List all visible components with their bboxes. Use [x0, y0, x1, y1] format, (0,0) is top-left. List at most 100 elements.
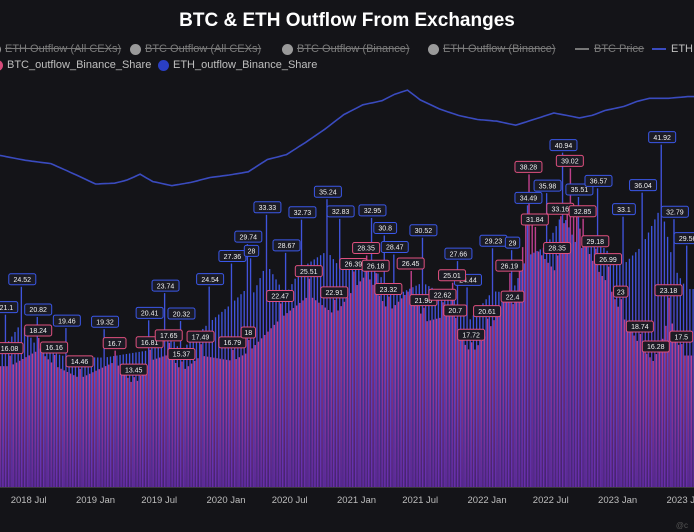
- data-label-box: [473, 305, 502, 318]
- bar-btc-share: [270, 328, 272, 487]
- bar-btc-share: [474, 349, 476, 487]
- legend-row-1: ETH Outflow (All CEXs) BTC Outflow (All C…: [0, 43, 694, 59]
- bar-btc-share: [257, 341, 260, 487]
- bar-eth-share: [437, 291, 440, 487]
- bar-eth-share: [412, 287, 414, 487]
- legend-item[interactable]: ETH Price: [652, 43, 694, 55]
- data-label-box: [253, 201, 282, 214]
- data-label: 19.46: [58, 318, 76, 325]
- data-label: 13.45: [125, 367, 143, 374]
- bar-eth-share: [195, 335, 198, 487]
- bar-eth-share: [39, 348, 42, 487]
- bar-eth-share: [670, 252, 672, 487]
- data-label: 31.84: [526, 217, 544, 224]
- data-label: 26.39: [345, 262, 363, 269]
- bar-eth-share: [450, 298, 452, 487]
- bar-eth-share: [533, 252, 535, 487]
- data-label-box: [151, 279, 180, 292]
- bar-eth-share: [625, 262, 627, 487]
- bar-btc-share: [604, 280, 607, 487]
- bar-btc-share: [556, 255, 559, 487]
- bar-btc-share: [461, 340, 463, 487]
- bar-eth-share: [335, 263, 338, 487]
- data-label: 36.57: [590, 179, 608, 186]
- bar-eth-share: [259, 278, 261, 487]
- legend-item[interactable]: BTC Price: [575, 43, 644, 55]
- bar-btc-share: [254, 345, 256, 487]
- legend-item[interactable]: ETH_outflow_Binance_Share: [158, 59, 317, 71]
- bar-btc-share: [464, 344, 467, 487]
- bar-btc-share: [60, 368, 62, 487]
- bar-eth-share: [635, 252, 637, 487]
- bar-eth-share: [100, 357, 102, 487]
- legend-item[interactable]: ETH Outflow (Binance): [428, 43, 555, 55]
- bar-btc-share: [630, 330, 632, 487]
- data-label: 25.01: [443, 273, 461, 280]
- data-label-box: [533, 179, 562, 192]
- bar-eth-share: [421, 237, 424, 487]
- data-label: 28.47: [386, 245, 404, 252]
- bar-btc-share: [315, 300, 317, 487]
- legend-item[interactable]: ETH Outflow (All CEXs): [0, 43, 121, 55]
- bar-eth-share: [418, 284, 420, 487]
- bar-eth-share: [434, 289, 436, 487]
- bar-btc-share: [117, 365, 120, 487]
- bar-btc-share: [308, 278, 311, 487]
- bar-btc-share: [480, 340, 482, 487]
- bar-btc-share: [289, 310, 291, 487]
- bar-eth-share: [590, 244, 592, 487]
- bar-btc-share: [295, 305, 298, 487]
- legend-item[interactable]: BTC_outflow_Binance_Share: [0, 59, 151, 71]
- bar-btc-share: [400, 298, 403, 487]
- bar-eth-share: [278, 284, 280, 487]
- bar-eth-share: [530, 254, 532, 487]
- bar-btc-share: [369, 279, 371, 487]
- x-tick-label: 2023 Jan: [598, 495, 637, 506]
- data-label: 23.18: [660, 288, 678, 295]
- bar-eth-share: [42, 349, 45, 487]
- bar-eth-share: [593, 243, 596, 487]
- legend-label: BTC Price: [594, 43, 645, 55]
- bar-eth-share: [622, 216, 624, 487]
- bar-eth-share: [463, 316, 465, 487]
- bar-btc-share: [359, 281, 362, 487]
- bar-btc-share: [525, 223, 527, 487]
- bar-btc-share: [197, 358, 199, 487]
- bar-eth-share: [358, 266, 360, 487]
- data-label: 17.49: [192, 334, 210, 341]
- bar-eth-share: [351, 266, 354, 487]
- bar-eth-share: [389, 291, 392, 487]
- bar-btc-share: [537, 251, 540, 487]
- data-label: 33.16: [552, 206, 570, 213]
- data-label: 20.82: [29, 307, 47, 314]
- bar-btc-share: [458, 335, 460, 487]
- bar-btc-share: [88, 373, 91, 487]
- bar-eth-share: [90, 357, 93, 487]
- bar-btc-share: [251, 348, 253, 487]
- bars-group: [0, 144, 694, 488]
- data-label: 29.18: [587, 239, 605, 246]
- bar-eth-share: [68, 356, 70, 487]
- bar-eth-share: [262, 270, 264, 487]
- bar-eth-share: [246, 244, 249, 487]
- bar-eth-share: [498, 291, 500, 487]
- data-label-box: [641, 340, 670, 353]
- bar-btc-share: [76, 376, 78, 487]
- legend-dot-icon: [282, 43, 293, 55]
- bar-eth-share: [676, 272, 678, 487]
- bar-eth-share: [23, 327, 26, 487]
- legend-dot-icon: [130, 43, 141, 55]
- legend-item[interactable]: BTC Outflow (Binance): [282, 43, 409, 55]
- bar-btc-share: [416, 305, 419, 487]
- legend-item[interactable]: BTC Outflow (All CEXs): [130, 43, 261, 55]
- bar-eth-share: [472, 315, 475, 487]
- data-label-box: [584, 174, 613, 187]
- data-label: 19.32: [96, 319, 114, 326]
- bar-eth-share: [641, 192, 643, 487]
- data-label: 27.66: [450, 251, 468, 258]
- bar-btc-share: [569, 168, 572, 487]
- bar-btc-share: [614, 299, 616, 487]
- bar-btc-share: [114, 350, 116, 487]
- bar-eth-share: [81, 357, 83, 487]
- data-label: 20.61: [478, 309, 496, 316]
